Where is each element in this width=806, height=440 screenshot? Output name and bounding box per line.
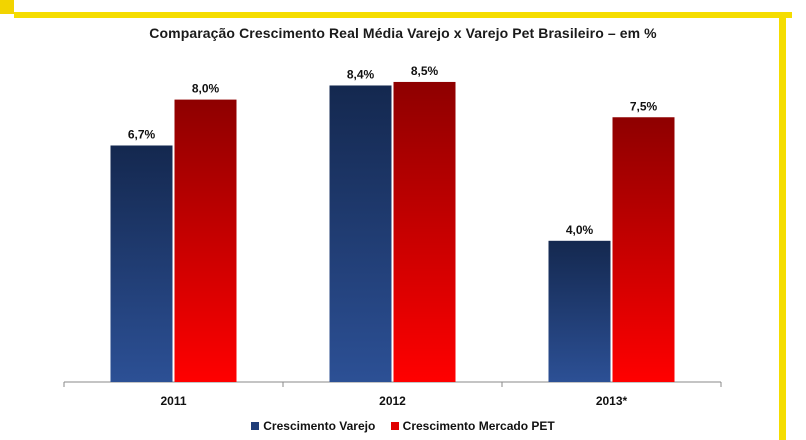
x-tick-label-2012: 2012 xyxy=(379,394,406,408)
legend-swatch-pet xyxy=(390,422,399,430)
decorative-yellow-top-border xyxy=(14,12,792,18)
legend-item-varejo: Crescimento Varejo xyxy=(251,419,375,433)
data-label-crescimento-mercado-pet-2013: 7,5% xyxy=(630,99,658,113)
data-label-crescimento-varejo-2012: 8,4% xyxy=(347,67,375,81)
bar-crescimento-mercado-pet-2013 xyxy=(612,117,675,382)
chart-title: Comparação Crescimento Real Média Varejo… xyxy=(149,25,657,41)
bar-crescimento-varejo-2013 xyxy=(548,240,611,382)
bar-crescimento-mercado-pet-2012 xyxy=(393,81,456,382)
data-label-crescimento-mercado-pet-2012: 8,5% xyxy=(411,64,439,78)
bar-crescimento-mercado-pet-2011 xyxy=(174,99,237,382)
data-label-crescimento-varejo-2011: 6,7% xyxy=(128,127,156,141)
legend-swatch-varejo xyxy=(251,422,260,430)
chart-legend: Crescimento Varejo Crescimento Mercado P… xyxy=(0,419,806,433)
decorative-yellow-right-border xyxy=(779,12,786,440)
legend-label-varejo: Crescimento Varejo xyxy=(263,419,376,433)
bar-crescimento-varejo-2011 xyxy=(110,145,173,382)
data-label-crescimento-mercado-pet-2011: 8,0% xyxy=(192,82,220,96)
decorative-yellow-corner xyxy=(0,0,14,14)
legend-label-pet: Crescimento Mercado PET xyxy=(402,419,555,433)
x-tick-label-2011: 2011 xyxy=(160,394,186,408)
data-label-crescimento-varejo-2013: 4,0% xyxy=(566,223,594,237)
bar-crescimento-varejo-2012 xyxy=(329,85,392,382)
x-tick-label-2013: 2013* xyxy=(596,394,628,408)
legend-item-pet: Crescimento Mercado PET xyxy=(390,419,555,433)
